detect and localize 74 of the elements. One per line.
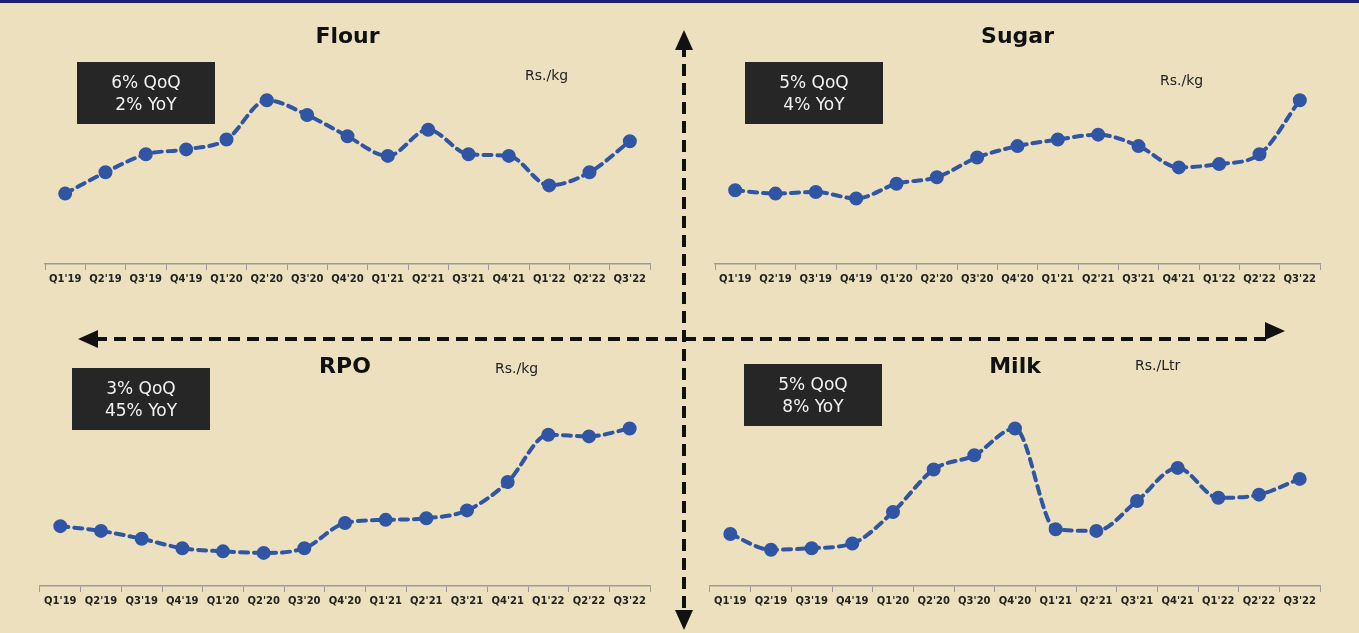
x-tick-label: Q1'19	[44, 594, 77, 606]
chart-title: Flour	[315, 22, 380, 48]
x-tick-label: Q1'22	[532, 594, 565, 606]
annotation: 4% YoY	[782, 93, 846, 115]
x-tick-label: Q1'21	[371, 272, 405, 284]
x-tick-label: Q1'22	[1202, 272, 1236, 284]
x-tick-label: Q1'20	[210, 272, 243, 284]
x-tick-label: Q4'21	[1162, 272, 1196, 284]
x-tick-label: Q1'21	[369, 594, 402, 606]
x-tick-label: Q1'19	[48, 272, 82, 284]
x-tick-label: Q1'20	[880, 272, 913, 284]
x-tick-label: Q2'20	[250, 272, 284, 284]
x-tick-label: Q4'21	[492, 272, 526, 284]
x-tick-label: Q2'21	[1081, 272, 1115, 284]
x-tick-label: Q2'19	[759, 272, 792, 284]
x-tick-label: Q3'22	[1283, 594, 1316, 606]
x-tick-label: Q4'20	[998, 594, 1032, 606]
text-card: 5% QoQ 8% YoY	[744, 364, 882, 426]
x-tick-label: Q4'21	[1161, 594, 1194, 606]
x-tick-label: Q3'20	[290, 272, 324, 284]
x-tick-label: Q4'19	[169, 272, 203, 284]
x-tick-label: Q3'21	[1122, 272, 1155, 284]
x-tick-label: Q1'19	[714, 594, 747, 606]
x-tick-label: Q3'20	[960, 272, 994, 284]
x-tick-label: Q3'21	[450, 594, 484, 606]
x-tick-label: Q2'20	[917, 594, 950, 606]
x-tick-label: Q2'21	[1080, 594, 1113, 606]
x-tick-label: Q2'22	[1243, 272, 1276, 284]
x-tick-label: Q2'21	[410, 594, 443, 606]
x-tick-label: Q1'20	[876, 594, 910, 606]
x-tick-label: Q3'19	[799, 272, 833, 284]
x-tick-label: Q3'22	[1283, 272, 1317, 284]
x-tick-label: Q4'19	[839, 272, 873, 284]
x-tick-label: Q2'19	[84, 594, 118, 606]
x-tick-label: Q2'20	[247, 594, 280, 606]
x-tick-label: Q2'21	[411, 272, 445, 284]
y-axis-title: Rs./kg	[525, 67, 569, 83]
x-tick-label: Q2'22	[572, 594, 606, 606]
text-card: 5% QoQ 4% YoY	[745, 62, 883, 124]
x-tick-label: Q2'19	[89, 272, 122, 284]
x-tick-label: Q3'19	[125, 594, 158, 606]
x-tick-label: Q3'19	[129, 272, 163, 284]
x-tick-label: Q3'20	[288, 594, 321, 606]
x-tick-label: Q3'22	[613, 272, 647, 284]
x-tick-label: Q3'22	[613, 594, 646, 606]
x-tick-label: Q2'22	[1242, 594, 1276, 606]
x-tick-label: Q2'22	[573, 272, 606, 284]
text-card: 6% QoQ 2% YoY	[77, 62, 215, 124]
text-card: 3% QoQ 45% YoY	[72, 368, 210, 430]
y-axis-title: Rs./Ltr	[1135, 357, 1181, 373]
x-tick-label: Q3'19	[795, 594, 828, 606]
chart-title: Milk	[989, 352, 1043, 378]
x-tick-label: Q4'19	[166, 594, 199, 606]
x-tick-label: Q3'21	[452, 272, 485, 284]
x-tick-label: Q1'20	[206, 594, 240, 606]
x-tick-label: Q1'21	[1039, 594, 1072, 606]
x-tick-label: Q4'21	[491, 594, 524, 606]
x-tick-label: Q1'21	[1041, 272, 1075, 284]
x-tick-label: Q3'21	[1120, 594, 1154, 606]
x-tick-label: Q1'22	[532, 272, 566, 284]
x-tick-label: Q2'20	[920, 272, 954, 284]
x-tick-label: Q4'19	[836, 594, 869, 606]
x-tick-label: Q4'20	[328, 594, 362, 606]
annotation: 2% YoY	[114, 93, 178, 115]
x-tick-label: Q1'22	[1202, 594, 1235, 606]
chart-title: Sugar	[981, 22, 1055, 48]
x-tick-label: Q2'19	[754, 594, 788, 606]
x-tick-label: Q4'20	[331, 272, 364, 284]
y-axis-title: Rs./kg	[1160, 72, 1204, 88]
chart-title: RPO	[319, 352, 371, 378]
x-tick-label: Q3'20	[958, 594, 991, 606]
y-axis-title: Rs./kg	[495, 360, 539, 376]
x-tick-label: Q4'20	[1001, 272, 1034, 284]
x-tick-label: Q1'19	[718, 272, 752, 284]
